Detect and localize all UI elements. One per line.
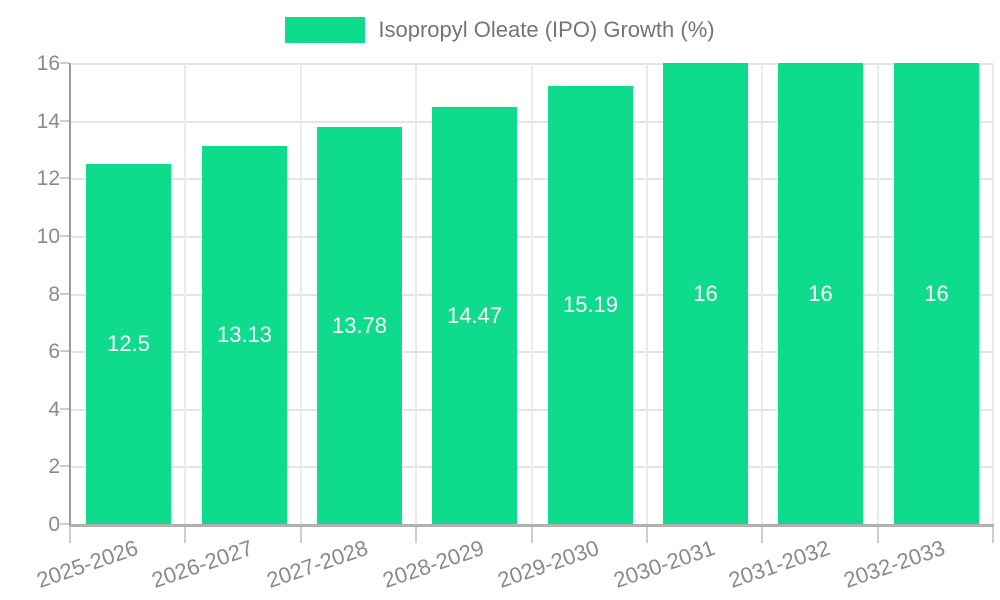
y-tick-mark (60, 177, 69, 179)
y-tick-label: 10 (36, 225, 60, 248)
x-tick-mark (300, 527, 302, 543)
x-tick-mark (69, 527, 71, 543)
bar[interactable]: 16 (778, 63, 863, 524)
x-tick-mark (646, 527, 648, 543)
bar[interactable]: 16 (894, 63, 979, 524)
v-gridline (415, 63, 417, 524)
v-gridline (761, 63, 763, 524)
y-tick-label: 6 (48, 340, 60, 363)
bar-value-label: 16 (924, 280, 949, 306)
bar-value-label: 14.47 (446, 302, 503, 328)
x-tick-mark (761, 527, 763, 543)
x-tick-label: 2031-2032 (725, 535, 834, 593)
v-gridline (531, 63, 533, 524)
v-gridline (877, 63, 879, 524)
legend[interactable]: Isopropyl Oleate (IPO) Growth (%) (0, 17, 1000, 43)
x-tick-label: 2027-2028 (263, 535, 372, 593)
x-tick-label: 2032-2033 (840, 535, 949, 593)
bar-value-label: 12.5 (107, 331, 150, 356)
bar-value-label: 13.13 (216, 322, 273, 347)
y-tick-mark (60, 523, 69, 525)
y-tick-label: 0 (48, 513, 60, 536)
x-tick-mark (877, 527, 879, 543)
x-tick-label: 2029-2030 (494, 535, 603, 593)
y-tick-label: 16 (36, 52, 60, 75)
bar[interactable]: 13.78 (317, 127, 402, 524)
v-gridline (992, 63, 994, 524)
y-tick-label: 2 (48, 455, 60, 478)
x-tick-mark (184, 527, 186, 543)
y-tick-mark (60, 350, 69, 352)
x-tick-label: 2026-2027 (148, 535, 257, 593)
y-tick-label: 14 (36, 110, 60, 133)
legend-label: Isopropyl Oleate (IPO) Growth (%) (378, 17, 715, 42)
v-gridline (646, 63, 648, 524)
y-tick-label: 4 (48, 398, 60, 421)
y-tick-mark (60, 465, 69, 467)
v-gridline (184, 63, 186, 524)
bar[interactable]: 13.13 (202, 146, 287, 524)
bar-value-label: 13.78 (331, 312, 388, 338)
y-tick-mark (60, 235, 69, 237)
legend-swatch-icon (285, 17, 366, 43)
bar-value-label: 16 (808, 280, 833, 306)
bar[interactable]: 12.5 (86, 164, 171, 524)
bar-value-label: 15.19 (562, 292, 619, 317)
bar[interactable]: 15.19 (548, 86, 633, 524)
x-tick-mark (415, 527, 417, 543)
y-tick-label: 12 (36, 167, 60, 190)
x-tick-label: 2025-2026 (33, 535, 142, 593)
y-tick-mark (60, 120, 69, 122)
bar-value-label: 16 (693, 280, 718, 306)
x-tick-mark (992, 527, 994, 543)
bar[interactable]: 16 (663, 63, 748, 524)
x-tick-label: 2028-2029 (379, 535, 488, 593)
y-tick-label: 8 (48, 283, 60, 306)
y-tick-mark (60, 293, 69, 295)
y-tick-mark (60, 408, 69, 410)
x-tick-label: 2030-2031 (610, 535, 719, 593)
x-tick-mark (531, 527, 533, 543)
plot-area: 12.5 13.13 13.78 14.47 15.19 16 16 16 (69, 63, 994, 527)
bar[interactable]: 14.47 (432, 107, 517, 524)
y-tick-mark (60, 62, 69, 64)
v-gridline (300, 63, 302, 524)
